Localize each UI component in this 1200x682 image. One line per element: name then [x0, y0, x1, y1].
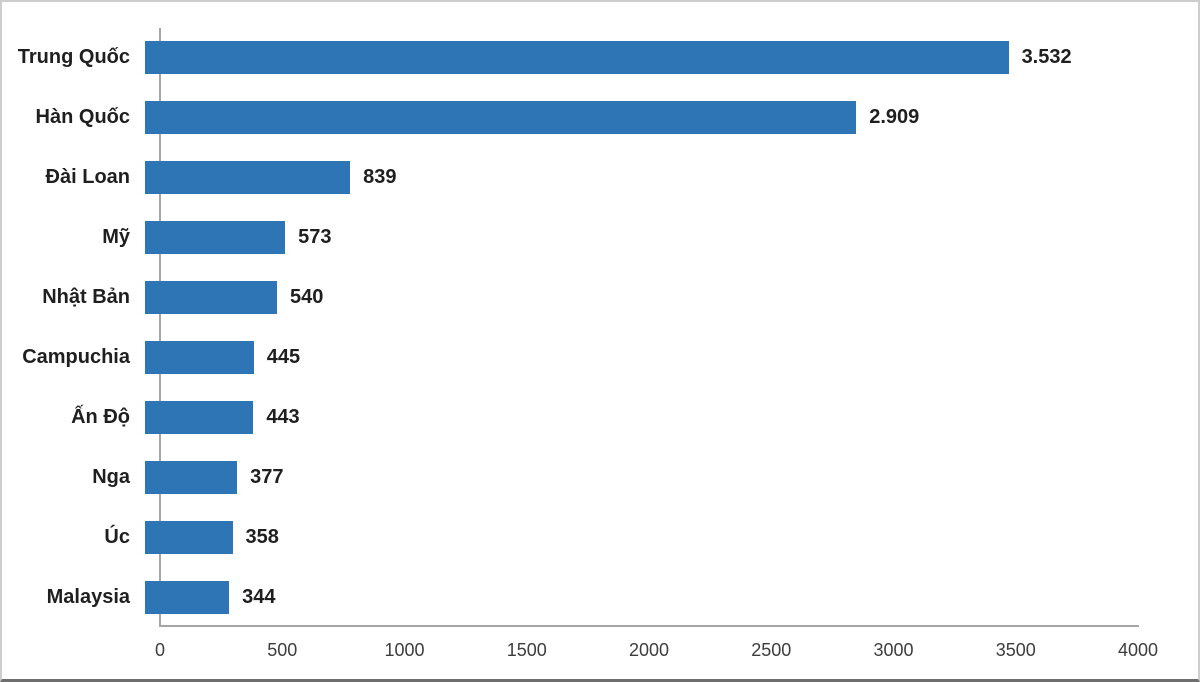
x-tick-label: 2000 — [628, 640, 670, 660]
bar-row: Đài Loan 839 — [2, 148, 1198, 208]
bar-track: 540 — [145, 268, 1123, 328]
bar — [145, 400, 254, 434]
category-label: Nga — [92, 465, 130, 488]
category-label: Ấn Độ — [71, 405, 130, 428]
value-label: 573 — [298, 226, 332, 249]
x-axis-ticks: 0 500 1000 1500 2000 2500 3000 3500 4000 — [155, 640, 1158, 666]
x-tick-label: 0 — [154, 640, 165, 660]
category-label: Úc — [104, 525, 130, 548]
bar-track: 358 — [145, 507, 1123, 567]
bar — [145, 221, 286, 255]
x-tick-label: 1500 — [506, 640, 547, 660]
bar-row: Nga 377 — [2, 447, 1198, 507]
bar-row: Campuchia 445 — [2, 328, 1198, 388]
category-label: Nhật Bản — [42, 286, 130, 309]
value-label: 2.909 — [869, 106, 920, 129]
bar — [145, 340, 254, 374]
bar-track: 344 — [145, 567, 1123, 627]
value-label: 358 — [245, 525, 279, 548]
x-tick-label: 3500 — [995, 640, 1036, 660]
x-tick-label: 4000 — [1117, 640, 1159, 660]
category-label: Đài Loan — [45, 166, 130, 189]
value-label: 445 — [266, 345, 301, 368]
category-label: Mỹ — [102, 226, 130, 249]
bar-row: Ấn Độ 443 — [2, 387, 1198, 447]
x-tick-label: 1000 — [384, 640, 425, 660]
bar-row: Malaysia 344 — [2, 567, 1198, 627]
bar-track: 3.532 — [145, 28, 1123, 88]
category-label: Malaysia — [46, 585, 130, 608]
y-axis-line — [159, 28, 161, 627]
value-label: 344 — [242, 585, 276, 608]
value-label: 839 — [363, 166, 397, 189]
value-label: 540 — [290, 286, 324, 309]
bar-track: 839 — [145, 148, 1123, 208]
bar — [145, 41, 1009, 75]
bar-row: Mỹ 573 — [2, 208, 1198, 268]
x-axis-line — [159, 625, 1139, 627]
value-label: 443 — [266, 405, 300, 428]
bar-row: Hàn Quốc 2.909 — [2, 88, 1198, 148]
bar — [145, 281, 278, 315]
bar — [145, 460, 238, 494]
bar-track: 445 — [145, 328, 1123, 388]
bar-row: Trung Quốc 3.532 — [2, 28, 1198, 88]
bar — [145, 580, 230, 614]
bar-row: Úc 358 — [2, 507, 1198, 567]
x-tick-label: 500 — [267, 640, 298, 660]
bar — [145, 520, 233, 554]
x-tick-label: 2500 — [751, 640, 792, 660]
value-label: 3.532 — [1021, 46, 1072, 69]
category-label: Hàn Quốc — [35, 106, 130, 129]
bar-track: 2.909 — [145, 88, 1123, 148]
bar — [145, 101, 857, 135]
bar-track: 377 — [145, 447, 1123, 507]
x-tick-label: 3000 — [873, 640, 914, 660]
value-label: 377 — [250, 465, 284, 488]
category-label: Trung Quốc — [17, 46, 130, 69]
category-label: Campuchia — [22, 345, 130, 368]
plot-area: Trung Quốc 3.532 Hàn Quốc 2.909 Đài Loan… — [2, 28, 1198, 627]
bar-row: Nhật Bản 540 — [2, 268, 1198, 328]
bar-track: 443 — [145, 387, 1123, 447]
bar-track: 573 — [145, 208, 1123, 268]
bar — [145, 161, 351, 195]
